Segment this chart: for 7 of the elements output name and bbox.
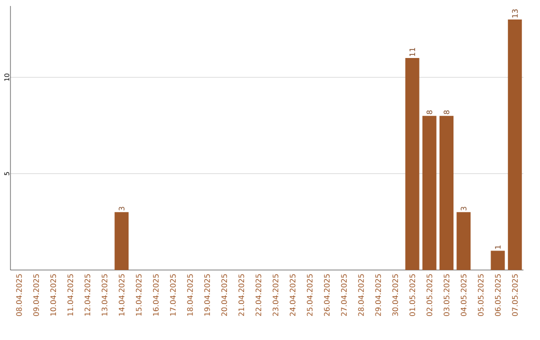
- bar: [405, 58, 420, 270]
- bar: [422, 116, 436, 270]
- bar: [440, 116, 454, 270]
- bar: [114, 212, 129, 270]
- bar: [490, 250, 505, 270]
- bar: [508, 19, 522, 270]
- bar: [456, 212, 471, 270]
